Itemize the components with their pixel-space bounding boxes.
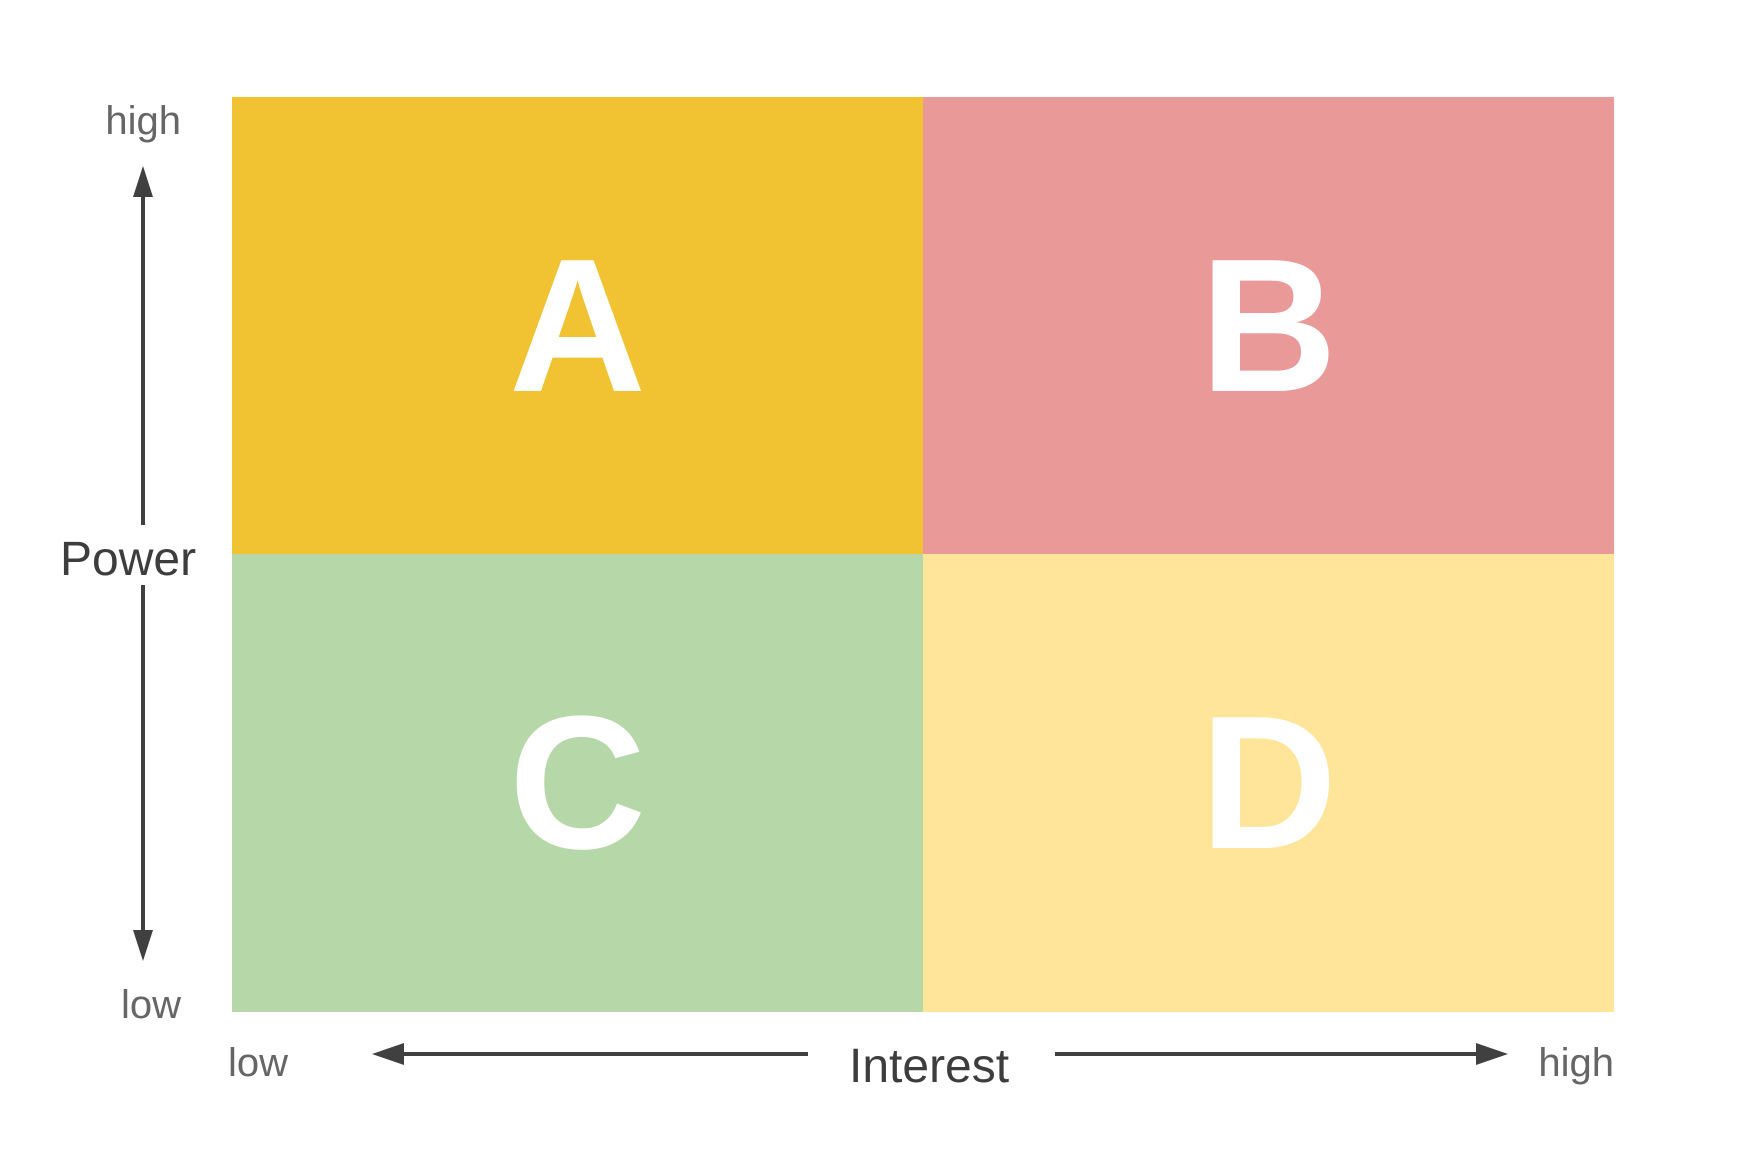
x-axis-high-label: high xyxy=(1538,1041,1614,1085)
x-axis-arrow-right-head xyxy=(1476,1043,1508,1065)
quadrant-d: D xyxy=(923,554,1614,1012)
quadrant-c: C xyxy=(232,554,923,1012)
y-axis-arrow-up-head xyxy=(133,166,153,197)
quadrant-c-label: C xyxy=(508,677,647,889)
x-axis-low-label: low xyxy=(228,1041,289,1085)
quadrant-b: B xyxy=(923,97,1614,554)
quadrant-a-label: A xyxy=(508,219,647,432)
quadrant-a: A xyxy=(232,97,923,554)
y-axis-title: Power xyxy=(60,533,197,586)
y-axis-low-label: low xyxy=(120,983,181,1027)
quadrant-d-label: D xyxy=(1199,677,1338,889)
x-axis-title: Interest xyxy=(849,1040,1010,1093)
y-axis-arrow-down-head xyxy=(133,930,153,961)
quadrant-b-label: B xyxy=(1199,219,1338,432)
y-axis-high-label: high xyxy=(105,99,181,143)
x-axis-arrow-left-head xyxy=(372,1043,404,1065)
